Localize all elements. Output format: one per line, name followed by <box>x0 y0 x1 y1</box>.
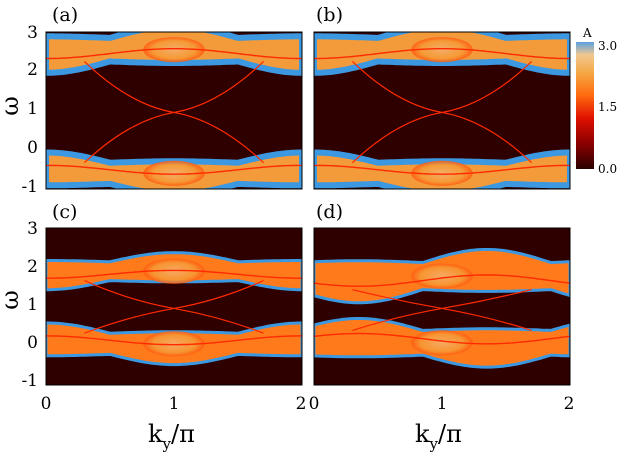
edge-state-2 <box>352 289 532 332</box>
ytick-top-minus1: -1 <box>21 177 38 197</box>
edge-state-2 <box>351 61 533 164</box>
panel-c <box>45 227 303 386</box>
panel-d <box>313 227 571 386</box>
lower-edge-line <box>46 164 302 175</box>
ytick-top-3: 3 <box>27 23 38 43</box>
ytick-bottom-0: 0 <box>27 333 38 353</box>
panel-b <box>313 31 571 190</box>
ytick-bottom-minus1: -1 <box>21 371 38 391</box>
lower-edge-line <box>314 164 570 175</box>
xtick-left-0: 0 <box>41 394 52 414</box>
panel-frame <box>313 31 571 190</box>
upper-dome <box>143 37 205 63</box>
ytick-top-2: 2 <box>27 60 38 80</box>
xlabel-left: ky/π <box>148 420 195 453</box>
lower-dome <box>411 330 473 356</box>
upper-dome <box>411 37 473 63</box>
lower-dome <box>143 331 205 357</box>
panel-label-c: (c) <box>52 201 77 223</box>
upper-edge-line <box>46 269 302 279</box>
xtick-left-2: 2 <box>296 394 307 414</box>
xtick-right-0: 0 <box>309 394 320 414</box>
colorbar-tick-1-5: 1.5 <box>598 100 617 114</box>
panel-frame <box>45 31 303 190</box>
ylabel-top: ω <box>0 96 24 116</box>
colorbar-label: A <box>582 26 592 40</box>
colorbar <box>576 42 594 169</box>
edge-state-2 <box>84 280 264 334</box>
lower-dome <box>143 160 205 186</box>
panel-label-a: (a) <box>52 4 78 26</box>
edge-state-2 <box>83 61 265 164</box>
ytick-bottom-3: 3 <box>27 219 38 239</box>
lower-dome <box>411 160 473 186</box>
xtick-right-1: 1 <box>437 394 448 414</box>
panel-frame <box>45 227 303 386</box>
upper-edge-line <box>314 274 570 287</box>
upper-dome <box>411 263 473 289</box>
ytick-top-0: 0 <box>27 138 38 158</box>
upper-dome <box>143 258 205 284</box>
colorbar-tick-0: 0.0 <box>598 162 617 176</box>
upper-edge-line <box>314 48 570 60</box>
ytick-bottom-1: 1 <box>27 295 38 315</box>
panels <box>45 31 571 386</box>
panel-frame <box>313 227 571 386</box>
colorbar-tick-3: 3.0 <box>598 39 617 53</box>
xtick-right-2: 2 <box>564 394 575 414</box>
lower-edge-line <box>314 332 570 345</box>
ylabel-bottom: ω <box>0 290 24 310</box>
panel-label-b: (b) <box>316 4 343 26</box>
lower-edge-line <box>46 335 302 346</box>
panel-a <box>45 31 303 190</box>
upper-edge-line <box>46 48 302 60</box>
ytick-bottom-2: 2 <box>27 257 38 277</box>
ytick-top-1: 1 <box>27 99 38 119</box>
xlabel-right: ky/π <box>415 420 462 453</box>
xtick-left-1: 1 <box>169 394 180 414</box>
panel-label-d: (d) <box>316 201 343 223</box>
